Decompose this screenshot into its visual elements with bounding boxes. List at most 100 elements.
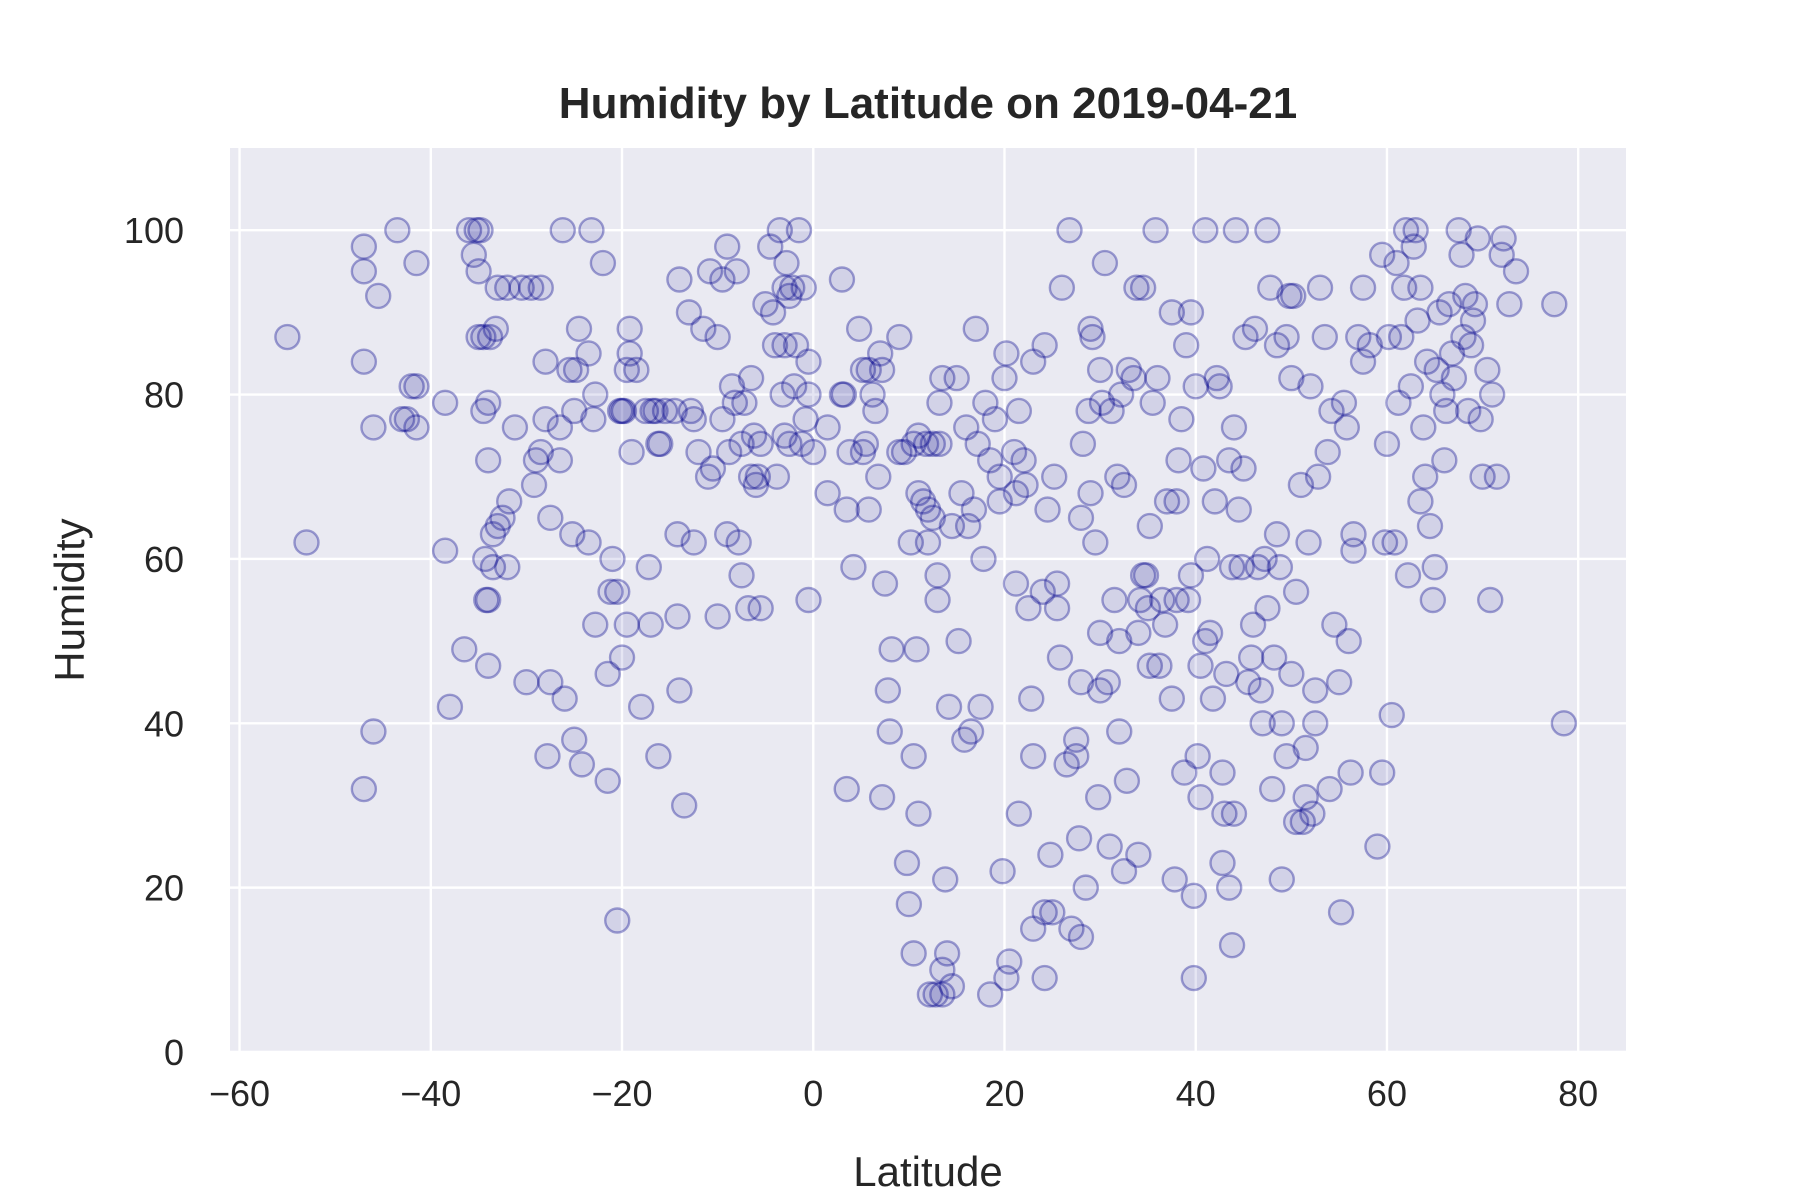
data-point bbox=[1209, 759, 1236, 786]
data-point bbox=[460, 241, 488, 269]
data-point bbox=[1127, 586, 1154, 614]
data-point bbox=[1413, 348, 1441, 375]
data-point bbox=[1222, 216, 1250, 244]
data-point bbox=[1075, 397, 1102, 425]
data-point bbox=[1134, 595, 1162, 622]
data-point bbox=[1132, 562, 1160, 589]
data-point bbox=[1474, 356, 1501, 384]
data-point bbox=[350, 775, 378, 803]
data-point bbox=[1306, 274, 1334, 301]
data-point bbox=[635, 553, 662, 581]
data-point bbox=[1433, 397, 1460, 425]
data-point bbox=[721, 389, 749, 416]
data-point bbox=[910, 488, 937, 515]
data-point bbox=[1067, 668, 1095, 696]
data-point bbox=[594, 767, 621, 794]
data-point bbox=[1268, 710, 1295, 737]
data-point bbox=[527, 274, 554, 301]
data-point bbox=[1292, 734, 1319, 762]
data-point bbox=[761, 332, 789, 359]
data-point bbox=[1416, 512, 1444, 540]
data-point bbox=[1136, 512, 1164, 540]
data-point bbox=[1340, 537, 1367, 564]
data-point bbox=[1048, 274, 1076, 301]
data-point bbox=[1213, 660, 1240, 688]
data-point bbox=[905, 422, 932, 449]
data-point bbox=[1496, 290, 1523, 318]
data-point bbox=[1404, 307, 1431, 334]
data-point bbox=[675, 299, 703, 326]
data-point bbox=[1394, 562, 1422, 589]
data-point bbox=[556, 356, 583, 384]
data-point bbox=[922, 981, 949, 1008]
data-point bbox=[991, 364, 1018, 392]
data-point bbox=[773, 249, 800, 277]
data-point bbox=[1385, 389, 1412, 416]
data-point bbox=[1088, 389, 1116, 416]
data-point bbox=[1215, 874, 1243, 901]
data-point bbox=[582, 611, 609, 638]
y-tick-label: 60 bbox=[144, 539, 184, 580]
data-point bbox=[1063, 742, 1090, 770]
data-point bbox=[1015, 595, 1042, 622]
data-point bbox=[782, 332, 810, 359]
data-point bbox=[476, 323, 504, 351]
data-point bbox=[871, 570, 899, 597]
data-point bbox=[618, 438, 645, 466]
x-tick-labels: −60 −40 −20 0 20 40 60 80 bbox=[209, 1073, 1598, 1114]
data-point bbox=[467, 216, 494, 244]
data-point bbox=[637, 611, 664, 638]
data-point bbox=[1273, 742, 1300, 770]
data-point bbox=[484, 512, 511, 540]
data-point bbox=[1459, 307, 1487, 334]
data-point bbox=[1201, 488, 1229, 515]
data-point bbox=[470, 323, 497, 351]
data-point bbox=[1349, 274, 1377, 301]
data-point bbox=[1107, 381, 1135, 408]
data-point bbox=[828, 266, 856, 293]
data-point bbox=[740, 422, 768, 449]
data-point bbox=[1084, 784, 1112, 811]
data-point bbox=[1299, 800, 1326, 827]
data-point bbox=[1282, 578, 1310, 605]
data-point bbox=[431, 389, 459, 416]
data-point bbox=[1043, 595, 1071, 622]
data-point bbox=[912, 430, 940, 458]
data-point bbox=[1196, 619, 1224, 647]
data-point bbox=[1180, 882, 1208, 910]
data-point bbox=[1541, 290, 1568, 318]
data-point bbox=[680, 406, 707, 433]
data-point bbox=[833, 496, 860, 523]
data-point bbox=[1368, 759, 1396, 786]
data-point bbox=[1187, 784, 1214, 811]
data-point bbox=[451, 636, 478, 663]
data-point bbox=[1268, 866, 1295, 893]
data-point bbox=[616, 315, 643, 342]
data-point bbox=[1410, 414, 1437, 441]
data-point bbox=[549, 216, 576, 244]
data-point bbox=[855, 496, 882, 523]
data-point bbox=[680, 529, 707, 556]
data-point bbox=[926, 389, 953, 416]
data-point bbox=[776, 282, 803, 310]
data-point bbox=[795, 348, 822, 375]
data-point bbox=[1077, 315, 1104, 342]
data-point bbox=[1232, 323, 1259, 351]
data-point bbox=[1345, 323, 1372, 351]
data-point bbox=[792, 406, 819, 433]
data-point bbox=[1101, 586, 1128, 614]
data-point bbox=[1260, 644, 1288, 671]
data-point bbox=[1086, 356, 1114, 384]
x-tick-label: −40 bbox=[400, 1073, 461, 1114]
data-point bbox=[1063, 726, 1090, 753]
data-point bbox=[534, 742, 561, 770]
data-point bbox=[1168, 406, 1195, 433]
data-point bbox=[1464, 225, 1491, 252]
data-point bbox=[1225, 496, 1252, 523]
data-point bbox=[976, 447, 1004, 474]
data-point bbox=[1184, 742, 1211, 770]
data-point bbox=[489, 504, 516, 532]
data-point bbox=[757, 233, 784, 260]
data-point bbox=[522, 447, 550, 474]
